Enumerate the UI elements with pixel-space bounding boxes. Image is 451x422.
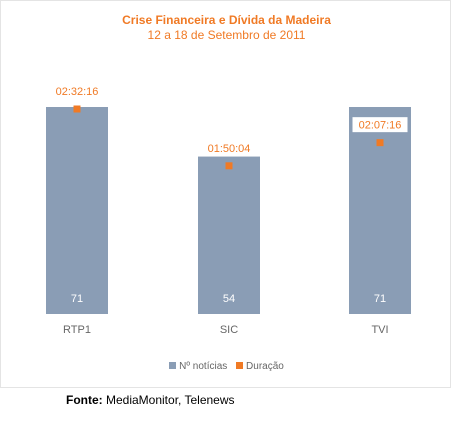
bar-sic xyxy=(198,156,260,314)
category-label-tvi: TVI xyxy=(371,324,388,336)
legend-label-duration: Duração xyxy=(246,361,284,372)
legend-label-news: Nº notícias xyxy=(179,361,228,372)
bar-value-label-rtp1: 71 xyxy=(71,293,83,305)
duration-point-tvi xyxy=(376,139,384,147)
bar-value-label-tvi: 71 xyxy=(374,293,386,305)
bar-value-label-sic: 54 xyxy=(223,293,235,305)
duration-label-box-sic xyxy=(201,139,257,156)
plot-area: 71 RTP1 02:32:16 54 SIC 01:50:04 71 TVI 02:07:16 xyxy=(46,83,411,336)
category-label-rtp1: RTP1 xyxy=(63,324,91,336)
legend-swatch-duration xyxy=(236,362,244,369)
chart-title: Crise Financeira e Dívida da Madeira xyxy=(122,13,331,27)
duration-label-rtp1: 02:32:16 xyxy=(56,86,99,98)
legend-item-duration: Duração xyxy=(236,361,284,372)
legend: Nº notícias Duração xyxy=(1,361,451,372)
source-label: Fonte: xyxy=(66,393,103,407)
bar-rtp1 xyxy=(46,107,108,314)
duration-point-sic xyxy=(225,162,233,170)
duration-label-tvi: 02:07:16 xyxy=(359,120,402,132)
duration-label-sic: 01:50:04 xyxy=(208,143,251,155)
duration-label-box-rtp1 xyxy=(49,83,105,99)
chart-subtitle: 12 a 18 de Setembro de 2011 xyxy=(147,28,306,42)
source-note: Fonte: MediaMonitor, Telenews xyxy=(66,393,235,407)
legend-swatch-news xyxy=(169,362,177,369)
duration-label-box-tvi xyxy=(351,116,409,134)
legend-item-news: Nº notícias xyxy=(169,361,227,372)
duration-point-rtp1 xyxy=(73,105,81,113)
category-label-sic: SIC xyxy=(220,324,238,336)
chart-frame: Crise Financeira e Dívida da Madeira 12 … xyxy=(0,0,451,388)
source-text: MediaMonitor, Telenews xyxy=(102,393,235,407)
bar-tvi xyxy=(349,107,411,314)
